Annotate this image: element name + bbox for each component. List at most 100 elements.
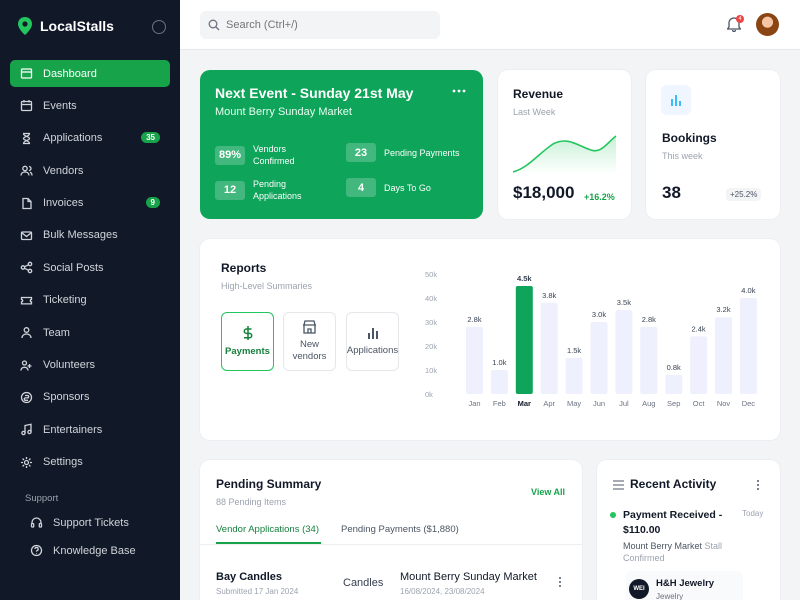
x-tick-label: Oct — [693, 399, 706, 408]
sidebar-item-settings[interactable]: Settings — [10, 449, 170, 476]
bookings-title: Bookings — [662, 131, 717, 145]
chart-data-label: 3.0k — [592, 310, 606, 319]
bar-chart-icon — [671, 95, 681, 106]
bookings-icon-box — [661, 85, 691, 115]
collapse-sidebar-icon[interactable] — [152, 20, 166, 34]
sidebar-item-volunteers[interactable]: Volunteers — [10, 352, 170, 379]
sidebar-item-team[interactable]: Team — [10, 319, 170, 346]
reports-title: Reports — [221, 261, 267, 275]
stat-value: 89% — [215, 145, 245, 165]
report-tile-payments[interactable]: Payments — [221, 312, 274, 371]
revenue-change: +16.2% — [584, 192, 615, 202]
sidebar-item-applications[interactable]: Applications 35 — [10, 125, 170, 152]
gear-icon — [21, 456, 32, 468]
report-tile-label: New vendors — [292, 339, 327, 362]
notification-badge: 4 — [736, 15, 744, 23]
pending-subtitle: 88 Pending Items — [216, 497, 287, 507]
chart-data-label: 4.5k — [517, 274, 532, 283]
sidebar-item-dashboard[interactable]: Dashboard — [10, 60, 170, 87]
view-all-link[interactable]: View All — [531, 487, 566, 497]
search-icon — [208, 19, 220, 31]
activity-item-desc: Mount Berry Market Stall Confirmed — [623, 541, 723, 563]
tab-pending-payments[interactable]: Pending Payments ($1,880) — [341, 524, 459, 535]
sidebar-item-ticketing[interactable]: Ticketing — [10, 287, 170, 314]
more-horizontal-icon[interactable] — [452, 89, 466, 93]
sidebar-item-knowledge-base[interactable]: Knowledge Base — [20, 538, 170, 563]
stat-vendors-confirmed: 89% Vendors Confirmed — [215, 143, 295, 167]
brand-name: LocalStalls — [40, 18, 114, 34]
chart-bar[interactable] — [640, 326, 658, 394]
revenue-value: $18,000 — [513, 183, 575, 202]
headset-icon — [30, 517, 43, 528]
sidebar-item-label: Volunteers — [43, 359, 95, 372]
sidebar-item-support-tickets[interactable]: Support Tickets — [20, 510, 170, 535]
revenue-title: Revenue — [513, 87, 564, 101]
chart-bar[interactable] — [615, 310, 633, 394]
sidebar-item-label: Entertainers — [43, 423, 103, 436]
chart-data-label: 2.4k — [692, 324, 706, 333]
dashboard-icon — [20, 68, 33, 79]
payments-bar-chart: 50k 40k 30k 20k 10k 0k 2.8k Jan 1.0k Feb 4.5k Mar 3.… — [425, 270, 757, 408]
revenue-subtitle: Last Week — [513, 107, 556, 117]
chart-data-label: 3.2k — [716, 305, 730, 314]
sidebar-item-social-posts[interactable]: Social Posts — [10, 254, 170, 281]
chart-data-label: 0.8k — [667, 363, 681, 372]
sidebar-item-bulk-messages[interactable]: Bulk Messages — [10, 222, 170, 249]
stat-label: Days To Go — [384, 182, 431, 193]
vendor-name: H&H Jewelry — [656, 578, 715, 589]
sidebar-item-label: Ticketing — [43, 294, 87, 307]
chart-bar[interactable] — [715, 317, 732, 394]
support-label: Support — [25, 493, 59, 504]
chart-bar[interactable] — [690, 336, 708, 394]
report-tile-applications[interactable]: Applications — [346, 312, 399, 371]
sidebar-item-label: Team — [43, 326, 70, 339]
sidebar-item-entertainers[interactable]: Entertainers — [10, 416, 170, 443]
sidebar: LocalStalls Dashboard Events Applications 3… — [0, 0, 180, 600]
vendor-chip[interactable]: WEI H&H Jewelry Jewelry — [626, 571, 743, 600]
support-nav: Support Tickets Knowledge Base — [20, 510, 170, 566]
next-event-card: Next Event - Sunday 21st May Mount Berry… — [200, 70, 483, 219]
stat-pending-payments: 23 Pending Payments — [346, 143, 460, 162]
reports-subtitle: High-Level Summaries — [221, 281, 313, 291]
sidebar-item-badge: 9 — [145, 196, 160, 208]
stat-label: Pending Payments — [384, 147, 460, 158]
sidebar-item-sponsors[interactable]: Sponsors — [10, 384, 170, 411]
tab-vendor-applications[interactable]: Vendor Applications (34) — [216, 524, 319, 535]
avatar[interactable] — [756, 13, 779, 36]
x-tick-label: Nov — [717, 399, 731, 408]
report-tile-new-vendors[interactable]: New vendors — [283, 312, 336, 371]
more-vertical-icon[interactable] — [756, 479, 760, 491]
search-input[interactable] — [226, 19, 426, 31]
sidebar-item-label: Dashboard — [43, 67, 97, 80]
chart-bar[interactable] — [565, 358, 583, 394]
x-tick-label: May — [567, 399, 581, 408]
team-icon — [21, 327, 32, 339]
event-subtitle: Mount Berry Sunday Market — [215, 106, 352, 118]
sidebar-item-label: Social Posts — [43, 261, 104, 274]
chart-data-label: 2.8k — [467, 315, 481, 324]
chart-bar[interactable] — [590, 322, 608, 394]
chart-bar[interactable] — [466, 326, 483, 394]
x-tick-label: Sep — [667, 399, 680, 408]
more-vertical-icon[interactable] — [558, 576, 562, 588]
sidebar-item-vendors[interactable]: Vendors — [10, 157, 170, 184]
chart-bar[interactable] — [490, 370, 508, 394]
revenue-card: Revenue Last Week $18,000 +16.2% — [498, 70, 631, 219]
ticket-icon — [20, 296, 33, 305]
hourglass-icon — [22, 132, 31, 144]
file-icon — [22, 197, 32, 209]
row-event: Mount Berry Sunday Market — [400, 571, 537, 583]
event-title: Next Event - Sunday 21st May — [215, 85, 414, 101]
sidebar-item-invoices[interactable]: Invoices 9 — [10, 190, 170, 217]
brand[interactable]: LocalStalls — [18, 17, 114, 35]
share-icon — [20, 261, 33, 274]
sidebar-item-events[interactable]: Events — [10, 92, 170, 119]
x-tick-label: Feb — [493, 399, 506, 408]
calendar-icon — [20, 100, 33, 112]
search-box[interactable] — [200, 11, 440, 39]
chart-bar[interactable] — [540, 302, 558, 394]
music-icon — [21, 423, 32, 436]
chart-bar[interactable] — [515, 286, 533, 394]
chart-bar[interactable] — [665, 374, 683, 394]
chart-bar[interactable] — [739, 298, 757, 394]
